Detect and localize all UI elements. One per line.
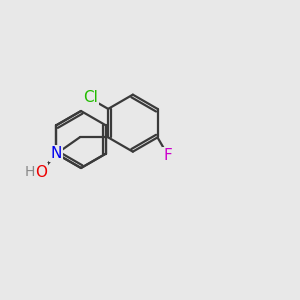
- Text: F: F: [164, 148, 172, 163]
- Text: O: O: [35, 165, 47, 180]
- Text: N: N: [51, 146, 62, 161]
- Text: H: H: [24, 165, 35, 179]
- Text: Cl: Cl: [83, 90, 98, 105]
